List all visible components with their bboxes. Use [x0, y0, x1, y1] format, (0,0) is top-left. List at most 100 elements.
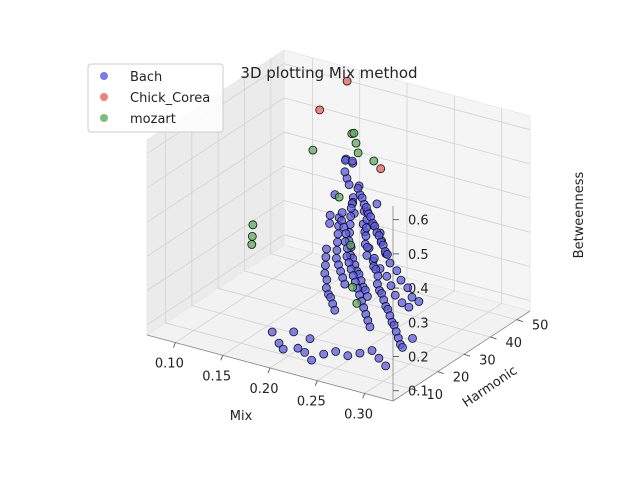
scatter-points	[247, 76, 424, 371]
legend-marker-bach	[100, 72, 108, 80]
point-bach-72	[333, 229, 343, 239]
grid-z-1	[146, 200, 531, 291]
grid-y-1	[191, 110, 438, 372]
grid-z-3	[146, 131, 531, 223]
point-bach-89	[330, 305, 340, 315]
point-bach-135	[289, 327, 299, 337]
point-bach-133	[355, 348, 365, 358]
point-mozart-5	[369, 156, 379, 166]
point-bach-53	[398, 342, 407, 352]
legend-marker-mozart	[100, 114, 108, 122]
point-mozart-8	[348, 282, 358, 292]
point-mozart-10	[248, 220, 258, 230]
point-bach-26	[397, 298, 407, 308]
point-bach-21	[392, 266, 402, 276]
point-mozart-0	[308, 145, 318, 155]
y-tick-4	[516, 319, 523, 323]
x-axis-label: Mix	[230, 409, 253, 424]
point-chick-corea-1	[342, 76, 352, 86]
point-bach-9	[372, 199, 382, 209]
grid-y-3	[244, 76, 491, 338]
point-bach-92	[337, 208, 347, 218]
y-tick-label-2: 30	[479, 353, 496, 368]
legend-label-mozart: mozart	[130, 112, 176, 127]
grid-y-2	[217, 93, 465, 355]
point-bach-56	[346, 211, 356, 221]
grid-z-2	[146, 165, 531, 257]
x-tick-label-3: 0.25	[297, 395, 326, 410]
point-bach-95	[341, 229, 351, 239]
point-bach-136	[293, 343, 303, 353]
y-tick-3	[490, 336, 497, 340]
point-bach-131	[381, 361, 391, 371]
point-bach-40	[373, 271, 383, 281]
point-bach-36	[362, 250, 372, 260]
x-tick-2	[267, 367, 271, 374]
point-bach-140	[319, 349, 329, 359]
z-tick-label-2: 0.3	[408, 316, 429, 331]
y-tick-label-4: 50	[532, 319, 549, 334]
point-bach-130	[374, 353, 384, 363]
point-bach-90	[325, 210, 335, 220]
legend-label-chick-corea: Chick_Corea	[130, 91, 210, 106]
point-bach-124	[382, 250, 392, 259]
legend-box	[87, 63, 224, 133]
point-mozart-2	[349, 128, 359, 138]
y-tick-2	[464, 353, 471, 357]
x-tick-label-4: 0.30	[344, 407, 373, 422]
point-bach-126	[344, 180, 354, 190]
point-bach-25	[403, 283, 413, 293]
point-mozart-11	[247, 231, 257, 241]
legend-marker-chick-corea	[100, 93, 108, 101]
point-bach-138	[307, 355, 317, 365]
point-bach-27	[407, 292, 417, 302]
point-bach-141	[331, 347, 341, 356]
point-bach-127	[340, 167, 350, 177]
x-tick-1	[220, 355, 224, 361]
axis-ticks: 0.10 0.15 0.20 0.25 0.30 10 20 30 40 50 0.1 0.2 0.3 0…	[155, 214, 548, 423]
x-tick-label-1: 0.15	[202, 369, 231, 384]
x-tick-label-2: 0.20	[250, 382, 279, 397]
legend-label-bach: Bach	[130, 70, 162, 85]
x-tick-label-0: 0.10	[155, 357, 184, 372]
point-mozart-6	[334, 192, 344, 202]
grid-z-4	[146, 97, 531, 189]
grid-x-0	[175, 57, 313, 343]
point-mozart-7	[346, 240, 356, 250]
grid-z-0	[146, 234, 531, 326]
point-bach-37	[369, 253, 379, 263]
point-bach-79	[340, 279, 350, 289]
point-mozart-12	[247, 240, 257, 249]
z-tick-label-4: 0.5	[408, 248, 429, 263]
y-tick-0	[411, 388, 418, 392]
y-tick-label-3: 40	[505, 336, 522, 351]
point-bach-54	[408, 333, 417, 343]
point-bach-24	[390, 290, 400, 300]
point-bach-134	[343, 351, 353, 361]
point-chick-corea-2	[376, 164, 386, 174]
grid-lines	[146, 57, 531, 394]
y-axis-line	[392, 310, 531, 402]
z-tick-label-1: 0.2	[408, 351, 429, 366]
grid-x-2	[269, 83, 408, 369]
point-bach-142	[267, 327, 277, 337]
grid-x-4	[364, 108, 503, 394]
point-bach-29	[414, 297, 424, 306]
x-tick-0	[173, 342, 176, 348]
y-tick-label-1: 20	[453, 371, 470, 386]
point-bach-143	[278, 344, 288, 354]
point-bach-129	[347, 156, 357, 166]
point-bach-82	[320, 260, 330, 270]
point-bach-55	[346, 203, 356, 213]
point-bach-139	[274, 338, 284, 348]
point-bach-81	[321, 252, 331, 262]
point-bach-19	[385, 258, 395, 268]
grid-y-4	[270, 58, 517, 321]
grid-y-0	[164, 127, 412, 390]
point-chick-corea-0	[315, 105, 325, 115]
z-axis-label: Betweenness	[572, 171, 587, 258]
point-bach-137	[300, 347, 310, 357]
point-bach-33	[361, 231, 371, 241]
point-mozart-9	[352, 298, 362, 308]
